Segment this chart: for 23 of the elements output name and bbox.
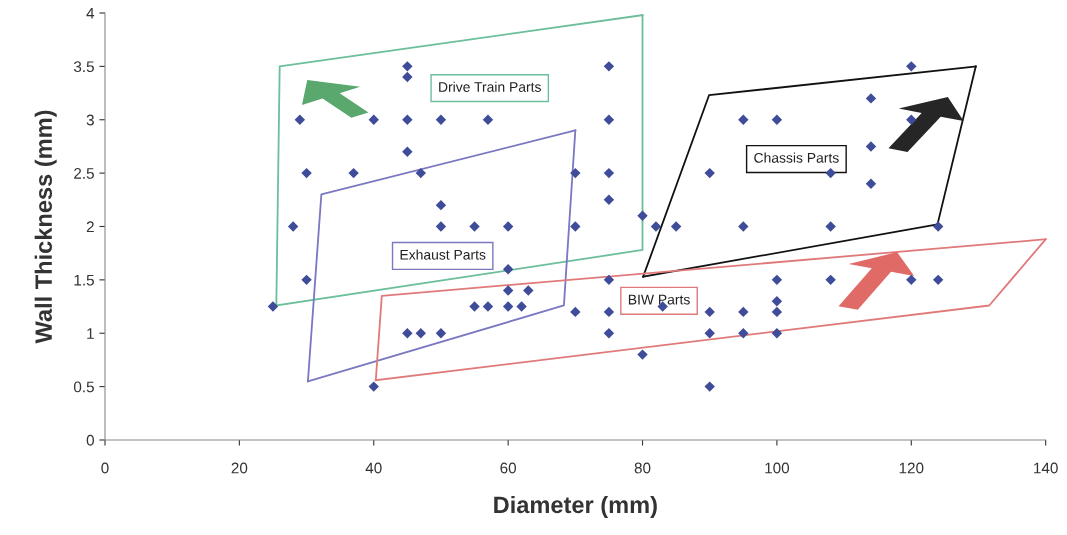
y-tick-label: 1 bbox=[87, 328, 94, 339]
annotation: Drive Train Parts bbox=[439, 81, 541, 92]
x-tick-label: 60 bbox=[500, 462, 517, 474]
y-tick-label: 4 bbox=[86, 8, 95, 19]
y-tick-label: 1.5 bbox=[74, 274, 94, 286]
y-tick-label: 0 bbox=[86, 434, 94, 446]
y-tick-label: 3 bbox=[86, 114, 94, 126]
annotation: BIW Parts bbox=[628, 294, 690, 305]
y-tick-label: 0.5 bbox=[73, 381, 94, 393]
annotation: Chassis Parts bbox=[754, 152, 839, 163]
x-tick-label: 120 bbox=[899, 462, 924, 474]
annotation: Exhaust Parts bbox=[400, 249, 486, 260]
x-axis-title: Diameter (mm) bbox=[494, 495, 657, 518]
y-axis-title: Wall Thickness (mm) bbox=[34, 110, 57, 344]
y-tick-label: 2.5 bbox=[74, 167, 94, 179]
x-tick-label: 20 bbox=[231, 462, 248, 474]
y-tick-label: 2 bbox=[86, 221, 94, 233]
x-tick-label: 0 bbox=[101, 462, 109, 474]
x-tick-label: 80 bbox=[634, 462, 651, 474]
x-tick-label: 100 bbox=[765, 462, 790, 474]
y-tick-label: 3.5 bbox=[73, 61, 94, 73]
x-tick-label: 140 bbox=[1034, 462, 1058, 474]
x-tick-label: 40 bbox=[365, 462, 382, 474]
